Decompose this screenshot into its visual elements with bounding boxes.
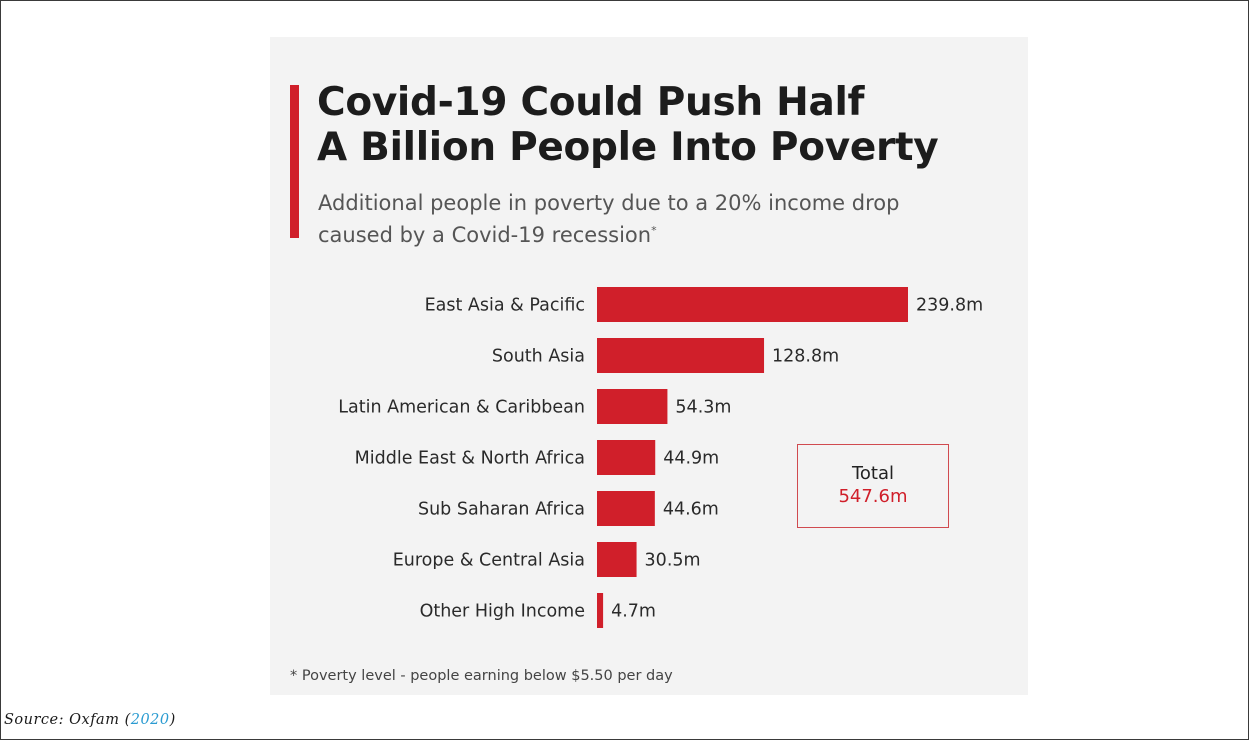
total-label: Total bbox=[851, 463, 895, 484]
value-label: 4.7m bbox=[611, 602, 656, 622]
category-label: Latin American & Caribbean bbox=[338, 398, 585, 418]
category-label: Middle East & North Africa bbox=[355, 449, 585, 469]
chart-title-line-2: A Billion People Into Poverty bbox=[317, 125, 939, 170]
total-callout-box: Total 547.6m bbox=[797, 444, 949, 528]
source-suffix: ) bbox=[169, 712, 176, 728]
chart-title: Covid-19 Could Push Half A Billion Peopl… bbox=[317, 80, 939, 170]
chart-footnote: * Poverty level - people earning below $… bbox=[290, 668, 673, 684]
chart-subtitle: Additional people in poverty due to a 20… bbox=[318, 189, 958, 249]
source-caption: Source: Oxfam (2020) bbox=[4, 712, 176, 728]
value-label: 30.5m bbox=[645, 551, 701, 571]
bar bbox=[597, 338, 765, 373]
bar bbox=[597, 542, 637, 577]
title-accent-bar bbox=[290, 85, 299, 238]
category-label: Other High Income bbox=[420, 602, 585, 622]
chart-subtitle-text: Additional people in poverty due to a 20… bbox=[318, 191, 900, 247]
value-label: 44.6m bbox=[663, 500, 719, 520]
value-label: 239.8m bbox=[916, 296, 983, 316]
category-label: East Asia & Pacific bbox=[425, 296, 585, 316]
subtitle-footnote-marker: * bbox=[651, 224, 657, 237]
bar bbox=[597, 593, 604, 628]
value-label: 128.8m bbox=[772, 347, 839, 367]
bar-chart: East Asia & Pacific 239.8m South Asia 128.8… bbox=[338, 287, 983, 628]
bar bbox=[597, 389, 668, 424]
chart-title-line-1: Covid-19 Could Push Half bbox=[317, 80, 865, 125]
category-label: Europe & Central Asia bbox=[393, 551, 585, 571]
value-label: 54.3m bbox=[675, 398, 731, 418]
value-label: 44.9m bbox=[663, 449, 719, 469]
source-year-link[interactable]: 2020 bbox=[130, 712, 170, 728]
total-value: 547.6m bbox=[838, 486, 908, 507]
bar bbox=[597, 440, 656, 475]
category-label: South Asia bbox=[492, 347, 585, 367]
infographic-panel: Covid-19 Could Push Half A Billion Peopl… bbox=[270, 37, 1028, 695]
category-label: Sub Saharan Africa bbox=[418, 500, 585, 520]
source-prefix: Source: Oxfam ( bbox=[4, 712, 131, 728]
bar bbox=[597, 491, 655, 526]
bar bbox=[597, 287, 908, 322]
